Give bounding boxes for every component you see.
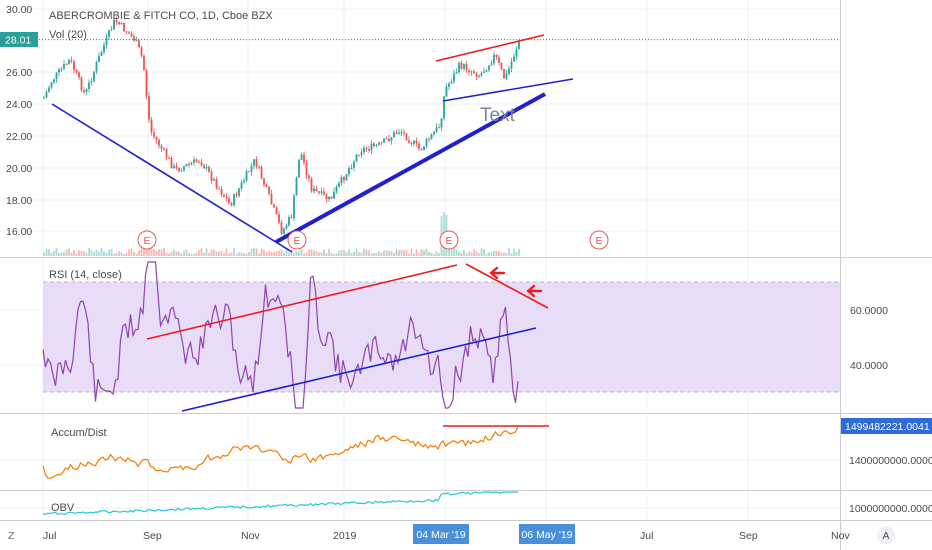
rsi-line bbox=[42, 261, 519, 409]
obv-tick-label: 1000000000.0000 bbox=[849, 503, 932, 515]
accum-dist-tick-label: 1400000000.0000 bbox=[849, 455, 932, 467]
auto-scale-button[interactable]: A bbox=[877, 526, 895, 544]
svg-text:E: E bbox=[293, 235, 300, 247]
earnings-marker-4[interactable]: E bbox=[589, 230, 609, 250]
accum-dist-value-tag: 1499482221.0041 bbox=[841, 418, 932, 434]
svg-text:A: A bbox=[882, 530, 889, 542]
current-price-tag: 28.01 bbox=[0, 32, 38, 47]
trendline-uptrend-support[interactable] bbox=[275, 92, 546, 244]
svg-text:E: E bbox=[143, 235, 150, 247]
time-label: Jul bbox=[640, 530, 653, 542]
trendline-downtrend[interactable] bbox=[51, 103, 293, 253]
vertical-grid bbox=[42, 0, 749, 520]
svg-text:E: E bbox=[445, 235, 452, 247]
volume-label: Vol (20) bbox=[49, 29, 87, 41]
time-label: Sep bbox=[143, 530, 162, 542]
earnings-marker-3[interactable]: E bbox=[439, 230, 459, 250]
svg-text:E: E bbox=[595, 235, 602, 247]
price-candles bbox=[43, 16, 520, 237]
time-label: 2019 bbox=[333, 530, 357, 542]
date-range-highlight: 04 Mar '19 06 May '19 bbox=[413, 524, 575, 544]
svg-text:28.01: 28.01 bbox=[5, 35, 31, 47]
price-axis[interactable]: 30.00 26.00 24.00 22.00 20.00 18.00 16.0… bbox=[6, 4, 32, 238]
rsi-trendline-rising[interactable] bbox=[146, 264, 458, 340]
earnings-marker-2[interactable]: E bbox=[287, 230, 307, 250]
price-tick-label: 18.00 bbox=[6, 195, 32, 207]
arrow-annotation-1[interactable] bbox=[489, 266, 506, 280]
time-label: Nov bbox=[241, 530, 260, 542]
svg-text:1499482221.0041: 1499482221.0041 bbox=[845, 421, 930, 433]
earnings-marker-1[interactable]: E bbox=[137, 230, 157, 250]
obv-label: OBV bbox=[51, 502, 75, 514]
svg-text:Z: Z bbox=[8, 530, 15, 542]
price-tick-label: 30.00 bbox=[6, 4, 32, 16]
time-label: Sep bbox=[739, 530, 758, 542]
accum-dist-line bbox=[42, 426, 519, 479]
time-label: Nov bbox=[831, 530, 850, 542]
price-tick-label: 26.00 bbox=[6, 67, 32, 79]
svg-text:06 May '19: 06 May '19 bbox=[521, 529, 572, 541]
rsi-band-fill bbox=[43, 282, 840, 392]
time-axis[interactable]: Jul Sep Nov 2019 Jul Sep Nov bbox=[43, 530, 850, 542]
rsi-tick-label: 60.0000 bbox=[850, 305, 888, 317]
rsi-trendline-support[interactable] bbox=[181, 327, 537, 412]
price-tick-label: 24.00 bbox=[6, 99, 32, 111]
trendline-channel-bottom[interactable] bbox=[442, 78, 574, 102]
rsi-label: RSI (14, close) bbox=[49, 269, 122, 281]
price-tick-label: 16.00 bbox=[6, 226, 32, 238]
rsi-tick-label: 40.0000 bbox=[850, 360, 888, 372]
price-tick-label: 20.00 bbox=[6, 163, 32, 175]
chart-title: ABERCROMBIE & FITCH CO, 1D, Cboe BZX bbox=[49, 10, 273, 22]
svg-text:04 Mar '19: 04 Mar '19 bbox=[416, 529, 465, 541]
price-tick-label: 22.00 bbox=[6, 131, 32, 143]
accum-dist-label: Accum/Dist bbox=[51, 427, 107, 439]
trendline-channel-top[interactable] bbox=[435, 34, 545, 62]
rsi-trendline-falling[interactable] bbox=[465, 263, 549, 309]
zoom-reset-button[interactable]: Z bbox=[8, 530, 15, 542]
obv-line bbox=[42, 491, 519, 516]
drawing-text-annotation[interactable]: Text bbox=[480, 105, 516, 126]
arrow-annotation-2[interactable] bbox=[526, 284, 543, 298]
time-label: Jul bbox=[43, 530, 56, 542]
